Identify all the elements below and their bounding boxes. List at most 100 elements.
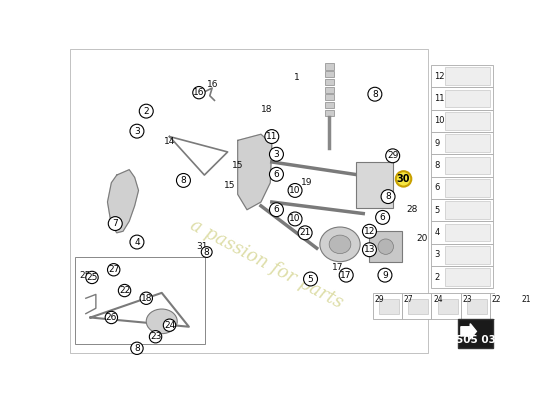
Bar [372,293,402,319]
Bar [520,293,549,319]
Text: 6: 6 [273,205,279,214]
Bar [467,299,487,314]
Text: 24: 24 [433,295,443,304]
Bar [431,293,461,319]
Circle shape [139,104,153,118]
Text: 13: 13 [364,245,375,254]
Text: 5: 5 [307,274,314,284]
Text: 31: 31 [197,242,208,251]
Circle shape [201,247,212,258]
Text: 22: 22 [492,295,502,304]
Circle shape [163,319,175,331]
Text: 11: 11 [434,94,445,103]
Ellipse shape [146,309,177,334]
Bar [446,201,491,219]
Circle shape [339,268,353,282]
Text: 1: 1 [294,73,299,82]
Circle shape [376,210,389,224]
Text: 20: 20 [416,234,427,244]
Circle shape [105,311,118,324]
Text: 21: 21 [299,228,311,237]
Bar [324,71,334,77]
Text: 18: 18 [140,294,152,303]
Bar [446,268,491,286]
Text: 27: 27 [404,295,413,304]
Bar [324,63,334,70]
Text: 23: 23 [150,332,161,341]
Circle shape [378,268,392,282]
Bar [491,293,520,319]
Text: 8: 8 [372,90,378,99]
Circle shape [107,264,120,276]
Bar [370,231,402,262]
Bar [324,94,334,100]
Bar [446,134,491,152]
Text: 17: 17 [340,271,352,280]
Text: 23: 23 [463,295,472,304]
Text: 10: 10 [289,214,301,224]
Bar [402,293,431,319]
Circle shape [362,243,376,257]
Text: 18: 18 [261,105,272,114]
Text: 29: 29 [374,295,384,304]
Text: 505 03: 505 03 [456,335,496,345]
Text: 9: 9 [434,138,440,148]
Text: 6: 6 [273,170,279,179]
Bar [431,110,493,132]
Circle shape [86,271,98,284]
Text: 25: 25 [80,271,91,280]
Text: 3: 3 [273,150,279,159]
Text: 8: 8 [134,344,140,353]
Circle shape [108,217,122,230]
Polygon shape [238,134,272,210]
Text: 2: 2 [144,107,149,116]
Circle shape [192,86,205,99]
Bar [75,258,205,344]
Text: 16: 16 [207,80,218,90]
Circle shape [140,292,152,304]
Text: 12: 12 [364,227,375,236]
Text: 4: 4 [134,238,140,246]
Bar [379,299,399,314]
Bar [324,102,334,108]
Circle shape [288,184,302,197]
Circle shape [368,87,382,101]
Circle shape [270,167,283,181]
Text: 11: 11 [266,132,278,141]
Text: 7: 7 [112,219,118,228]
Bar [324,110,334,116]
Text: 9: 9 [382,271,388,280]
Text: 12: 12 [434,72,445,81]
Ellipse shape [378,239,393,254]
Bar [431,244,493,266]
Bar [431,221,493,244]
Text: 6: 6 [434,183,440,192]
Text: 28: 28 [406,205,417,214]
Text: 8: 8 [204,248,210,256]
Circle shape [177,174,190,187]
Circle shape [270,203,283,217]
Bar [431,199,493,221]
Bar [431,176,493,199]
Bar [549,293,550,319]
Bar [497,299,516,314]
Circle shape [381,190,395,204]
Circle shape [304,272,317,286]
Text: 2: 2 [434,272,440,282]
Text: 10: 10 [434,116,445,125]
Bar [408,299,428,314]
Text: 3: 3 [134,127,140,136]
Text: 30: 30 [397,174,410,184]
Bar [324,79,334,85]
Bar [446,179,491,197]
Text: 14: 14 [164,138,175,146]
Bar [431,87,493,110]
Bar [446,90,491,107]
Bar [431,132,493,154]
Circle shape [130,124,144,138]
Text: 6: 6 [379,213,386,222]
Bar [446,224,491,241]
Text: 4: 4 [434,228,440,237]
Bar [431,154,493,176]
Polygon shape [461,324,476,339]
